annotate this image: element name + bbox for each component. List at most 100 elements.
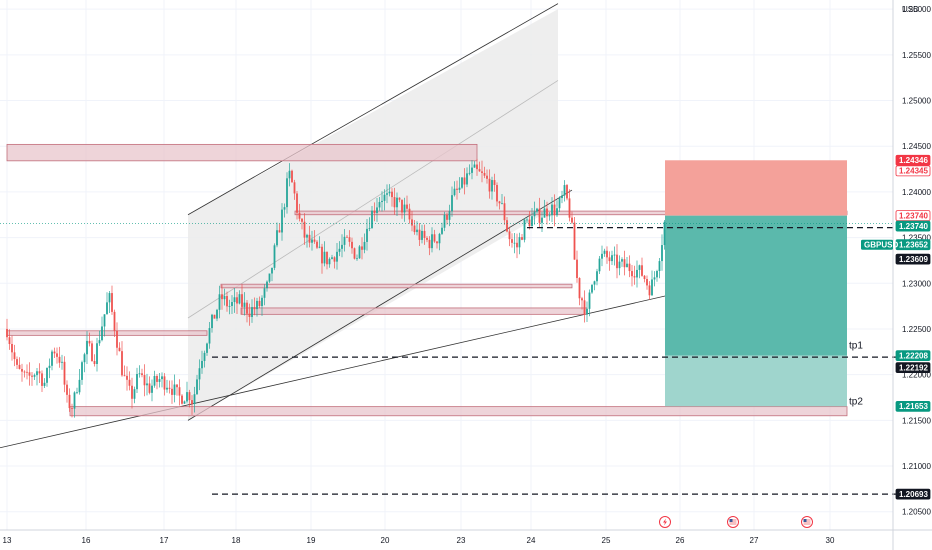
candle-down <box>583 300 586 315</box>
candle-up <box>638 265 641 270</box>
candle-down <box>643 275 646 280</box>
candle-up <box>558 198 561 209</box>
time-tick-label: 13 <box>3 536 12 545</box>
candle-down <box>248 313 251 317</box>
candle-down <box>506 220 508 232</box>
candle-up <box>458 187 461 190</box>
lightning-glyph <box>663 518 667 526</box>
us-flag-icon[interactable] <box>801 516 813 528</box>
candle-down <box>141 373 143 376</box>
candle-up <box>626 263 628 268</box>
time-tick-label: 16 <box>82 536 91 545</box>
candle-down <box>498 201 501 204</box>
candle-down <box>41 373 43 386</box>
candle-up <box>658 261 661 271</box>
candle-up <box>271 267 273 274</box>
candle-up <box>613 254 616 256</box>
candle-up <box>551 204 553 216</box>
candle-up <box>441 227 443 234</box>
candle-up <box>471 167 473 173</box>
candle-up <box>231 302 233 306</box>
us-flag-icon[interactable] <box>727 516 739 528</box>
candle-down <box>351 241 353 249</box>
candle-down <box>13 352 16 360</box>
symbol-tag: GBPUSD <box>861 239 898 250</box>
candle-down <box>553 204 556 216</box>
candle-down <box>71 408 73 409</box>
candle-up <box>593 281 596 285</box>
candle-up <box>286 178 288 208</box>
candle-up <box>196 379 198 395</box>
candle-down <box>503 203 506 221</box>
price-axis[interactable]: 1.20500 1.21000 1.21500 1.22000 1.22500 1.230… <box>892 0 931 550</box>
candle-up <box>468 172 471 174</box>
candle-down <box>648 285 651 296</box>
candle-down <box>128 379 131 386</box>
candle-down <box>123 375 126 377</box>
candle-down <box>176 384 178 388</box>
candle-up <box>211 314 213 329</box>
flag-stripes <box>803 519 811 525</box>
candle-down <box>393 197 396 208</box>
price-tag-box <box>895 350 931 362</box>
candle-up <box>198 368 201 380</box>
candle-up <box>663 221 666 246</box>
candle-up <box>466 173 468 185</box>
price-tag: 1.23652 <box>895 239 931 251</box>
candle-up <box>218 294 221 310</box>
candle-up <box>653 277 656 280</box>
flag-canton <box>729 519 733 522</box>
candle-down <box>436 241 438 244</box>
supply-demand-zone <box>69 406 848 417</box>
candle-down <box>373 210 376 213</box>
candle-down <box>126 375 128 380</box>
time-axis[interactable]: 13 16 17 18 19 20 23 24 25 26 27 30 <box>0 529 932 545</box>
candle-down <box>303 221 306 238</box>
lightning-icon[interactable] <box>659 516 671 528</box>
candle-up <box>438 233 441 244</box>
candle-up <box>86 340 88 355</box>
candle-up <box>603 250 606 254</box>
candle-down <box>573 222 576 260</box>
candle-up <box>183 401 186 404</box>
candle-down <box>641 265 643 276</box>
candle-down <box>426 237 428 240</box>
price-tag-text: 1.21653 <box>899 402 928 411</box>
candle-down <box>56 353 58 357</box>
trendline <box>0 282 722 449</box>
price-tag: 1.20693 <box>895 488 931 500</box>
price-tag-text: 1.22192 <box>899 363 928 372</box>
candle-up <box>421 230 423 240</box>
candle-down <box>428 239 431 249</box>
candle-up <box>563 185 566 196</box>
time-tick-label: 27 <box>750 536 759 545</box>
candle-down <box>88 340 91 344</box>
symbol-tag-box <box>861 239 893 250</box>
candle-up <box>531 216 533 227</box>
price-tick-label: 1.22000 <box>902 371 931 380</box>
candle-down <box>411 219 413 226</box>
candle-down <box>63 361 66 385</box>
time-tick-label: 20 <box>381 536 390 545</box>
candle-up <box>601 253 603 259</box>
candle-down <box>241 294 243 307</box>
candle-up <box>596 271 598 282</box>
candle-up <box>651 279 653 296</box>
candle-up <box>328 258 331 265</box>
candle-up <box>518 237 521 248</box>
candle-up <box>533 211 536 217</box>
price-tick-label: 1.25000 <box>902 97 931 106</box>
flag-canton <box>803 519 807 522</box>
candle-up <box>363 241 366 250</box>
supply-demand-zone <box>6 330 208 336</box>
candle-down <box>6 328 8 338</box>
price-tick-label: 1.22500 <box>902 325 931 334</box>
candle-up <box>371 210 373 229</box>
take-profit-1-zone <box>665 215 847 356</box>
price-tags: 1.24346 1.24345 1.23740 1.23740 1.23652 1.236… <box>861 154 931 500</box>
candle-up <box>661 245 663 262</box>
candle-up <box>228 305 231 307</box>
candle-up <box>216 309 218 319</box>
candle-down <box>608 257 611 262</box>
